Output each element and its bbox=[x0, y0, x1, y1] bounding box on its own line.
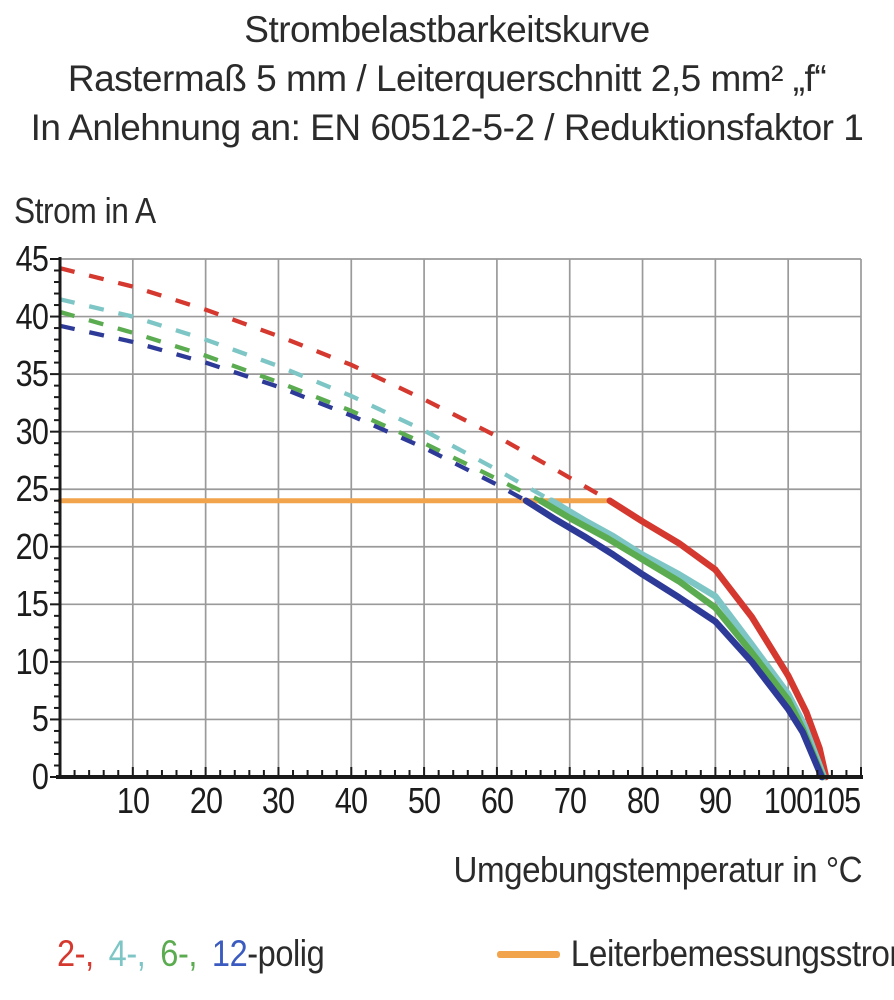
legend-12-number: 12 bbox=[211, 933, 248, 974]
y-tick-label: 35 bbox=[15, 353, 49, 395]
page-subtitle-2: In Anlehnung an: EN 60512-5-2 / Reduktio… bbox=[30, 107, 864, 148]
grid-lines bbox=[60, 258, 862, 777]
page-title: Strombelastbarkeitskurve bbox=[244, 9, 650, 50]
x-tick-label: 80 bbox=[626, 780, 659, 821]
x-axis-title: Umgebungstemperatur in °C bbox=[453, 849, 862, 890]
series-solid-12-polig bbox=[522, 497, 825, 781]
series-dashed-12-polig bbox=[59, 323, 528, 503]
rated-current-label: Leiterbemessungsstrom bbox=[570, 933, 894, 974]
y-tick-label: 5 bbox=[31, 698, 49, 740]
legend-item-2pole: 2-, bbox=[57, 933, 94, 974]
legend-item-6pole: 6-, bbox=[160, 933, 197, 974]
x-tick-label: 50 bbox=[407, 780, 441, 821]
legend-polig-suffix: -polig bbox=[247, 933, 325, 974]
legend-item-12pole: 12-polig bbox=[211, 933, 325, 975]
x-tick-label: 30 bbox=[262, 780, 295, 821]
series-solid-6-polig bbox=[537, 497, 826, 781]
y-tick-label: 10 bbox=[15, 640, 49, 682]
x-tick-label: 60 bbox=[480, 780, 514, 821]
x-tick-label: 20 bbox=[189, 780, 222, 821]
y-axis-title: Strom in A bbox=[14, 190, 156, 231]
legend-item-4pole: 4-, bbox=[108, 933, 146, 974]
y-tick-label: 30 bbox=[15, 410, 49, 452]
x-tick-label: 100 bbox=[763, 780, 813, 821]
pole-legend: 2-, 4-, 6-, 12-polig bbox=[57, 933, 325, 975]
page-subtitle-1: Rastermaß 5 mm / Leiterquerschnitt 2,5 m… bbox=[67, 58, 827, 99]
series-dashed-4-polig bbox=[59, 297, 553, 503]
axes bbox=[56, 257, 863, 779]
x-tick-label: 90 bbox=[699, 780, 732, 821]
x-tick-label: 105 bbox=[811, 780, 860, 821]
rated-current-legend: Leiterbemessungsstrom bbox=[497, 933, 894, 975]
series-solid-2-polig bbox=[606, 497, 830, 781]
y-tick-label: 25 bbox=[15, 468, 49, 510]
x-tick-label: 70 bbox=[553, 780, 587, 821]
rated-current-swatch bbox=[497, 950, 560, 958]
y-tick-label: 0 bbox=[31, 756, 49, 797]
chart-title-block: Strombelastbarkeitskurve Rastermaß 5 mm … bbox=[0, 5, 894, 152]
y-tick-label: 45 bbox=[15, 238, 49, 279]
y-tick-label: 40 bbox=[15, 295, 49, 337]
x-tick-label: 10 bbox=[116, 780, 150, 821]
series-dashed-2-polig bbox=[59, 266, 611, 503]
axis-ticks bbox=[50, 258, 862, 778]
y-tick-label: 15 bbox=[15, 583, 49, 625]
series-dashed-6-polig bbox=[59, 309, 542, 503]
y-tick-label: 20 bbox=[15, 525, 49, 567]
x-tick-label: 40 bbox=[335, 780, 368, 821]
